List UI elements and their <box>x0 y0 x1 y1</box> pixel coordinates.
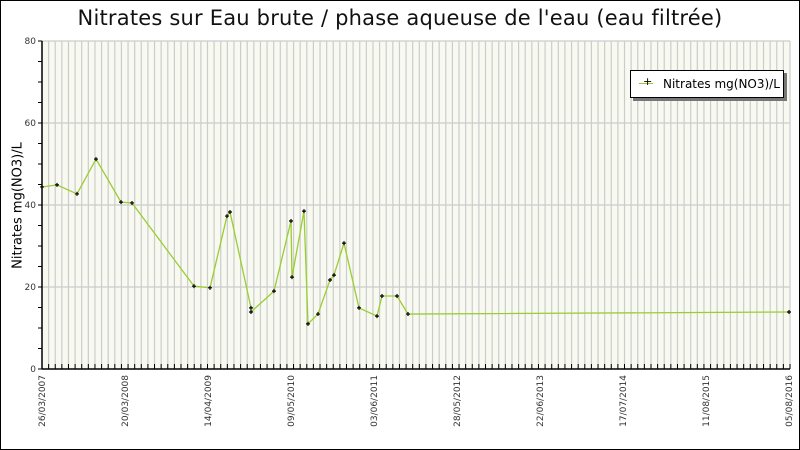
data-point-marker-icon <box>249 305 253 310</box>
data-point-marker-icon <box>40 184 44 189</box>
data-point-marker-icon <box>289 218 293 223</box>
x-tick-label: 20/03/2008 <box>121 375 131 427</box>
legend: + Nitrates mg(NO3)/L <box>630 70 784 98</box>
data-point-marker-icon <box>395 294 399 299</box>
chart-title: Nitrates sur Eau brute / phase aqueuse d… <box>77 6 723 30</box>
data-point-marker-icon <box>228 209 232 214</box>
data-point-marker-icon <box>208 285 212 290</box>
data-point-marker-icon <box>316 312 320 317</box>
data-point-marker-icon <box>225 214 229 219</box>
x-tick-label: 26/03/2007 <box>38 375 48 427</box>
data-point-marker-icon <box>787 310 791 315</box>
data-point-marker-icon <box>328 278 332 283</box>
x-tick-label: 28/05/2012 <box>453 375 463 427</box>
x-tick-label: 05/08/2016 <box>785 375 795 427</box>
x-tick-label: 03/06/2011 <box>370 375 380 427</box>
data-point-marker-icon <box>357 305 361 310</box>
legend-line-marker-icon: + <box>637 76 659 89</box>
y-tick-label: 20 <box>25 283 37 293</box>
data-point-marker-icon <box>75 191 79 196</box>
x-tick-label: 09/05/2010 <box>287 375 297 427</box>
data-point-marker-icon <box>306 321 310 326</box>
y-tick-label: 60 <box>25 119 37 129</box>
y-tick-label: 0 <box>30 365 36 375</box>
data-point-marker-icon <box>272 289 276 294</box>
data-point-marker-icon <box>380 294 384 299</box>
y-tick-label: 80 <box>25 37 37 47</box>
data-point-marker-icon <box>375 314 379 319</box>
data-point-marker-icon <box>119 200 123 205</box>
data-point-marker-icon <box>342 241 346 246</box>
data-point-marker-icon <box>332 273 336 278</box>
y-tick-label: 40 <box>25 201 37 211</box>
data-point-marker-icon <box>249 310 253 315</box>
data-point-marker-icon <box>55 182 59 187</box>
x-tick-label: 11/08/2015 <box>702 375 712 427</box>
data-point-marker-icon <box>406 312 410 317</box>
data-point-marker-icon <box>290 275 294 280</box>
legend-label: Nitrates mg(NO3)/L <box>663 77 780 91</box>
x-tick-label: 17/07/2014 <box>619 375 629 427</box>
data-point-marker-icon <box>192 284 196 289</box>
data-point-marker-icon <box>130 200 134 205</box>
data-point-marker-icon <box>302 209 306 214</box>
x-tick-label: 22/06/2013 <box>536 375 546 427</box>
data-point-marker-icon <box>94 157 98 162</box>
x-tick-label: 14/04/2009 <box>204 375 214 427</box>
